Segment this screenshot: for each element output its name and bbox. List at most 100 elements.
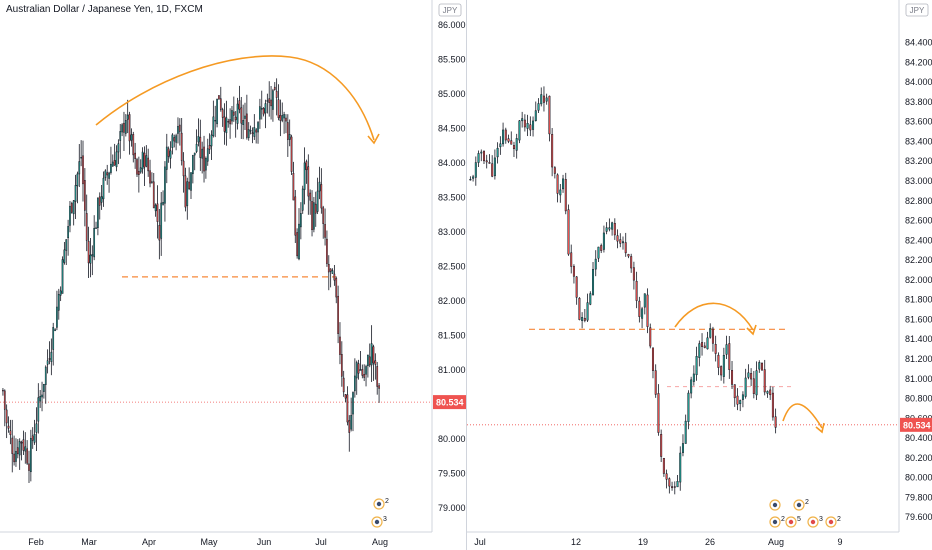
y-tick-label: 81.800 — [905, 295, 932, 305]
candle — [111, 154, 114, 167]
candle-body — [57, 294, 60, 311]
candle — [482, 150, 485, 164]
candle — [246, 94, 248, 140]
candle — [240, 96, 243, 139]
candle-body — [496, 147, 499, 158]
candle-body — [143, 152, 146, 168]
candle — [110, 146, 112, 175]
candle-body — [9, 430, 12, 436]
candle-body — [264, 103, 267, 114]
candle — [589, 291, 592, 306]
candle-body — [164, 166, 166, 204]
candle-body — [76, 173, 79, 187]
candle — [121, 123, 123, 137]
candle — [758, 360, 761, 373]
event-marker[interactable]: 2 — [793, 499, 809, 511]
candle-body — [643, 293, 646, 308]
candle — [354, 358, 356, 398]
y-tick-label: 79.000 — [438, 503, 466, 513]
candle-body — [354, 375, 356, 392]
right-chart-svg[interactable]: JPY79.60079.80080.00080.20080.40080.6008… — [467, 0, 932, 550]
candle-body — [504, 129, 507, 141]
event-marker[interactable]: 5 — [785, 516, 801, 528]
candle-body — [357, 363, 360, 374]
chart-title: Australian Dollar / Japanese Yen, 1D, FX… — [6, 4, 203, 15]
candle — [11, 419, 14, 473]
candle-body — [22, 439, 25, 451]
candle — [578, 297, 581, 321]
y-tick-label: 83.200 — [905, 156, 932, 166]
candle — [95, 221, 97, 229]
x-tick-label: Jun — [257, 537, 272, 547]
candle — [378, 382, 380, 403]
event-icon-dot — [376, 501, 382, 507]
candle-body — [7, 425, 10, 429]
candle — [314, 191, 317, 227]
candle-body — [755, 370, 758, 396]
y-tick-label: 81.200 — [905, 354, 932, 364]
event-icon-dot — [374, 519, 380, 525]
event-marker[interactable] — [769, 499, 781, 511]
candle — [162, 190, 164, 206]
candle-body — [277, 99, 280, 118]
candle-body — [333, 273, 336, 281]
y-tick-label: 82.600 — [905, 216, 932, 226]
candle-body — [173, 137, 176, 142]
candle-body — [80, 156, 82, 159]
candle-body — [195, 143, 198, 152]
event-badge-count: 2 — [805, 499, 809, 506]
candle — [512, 141, 515, 157]
right-chart-panel[interactable]: JPY79.60079.80080.00080.20080.40080.6008… — [466, 0, 932, 550]
candle-body — [608, 227, 611, 230]
candle-body — [160, 202, 163, 239]
candle-body — [739, 400, 742, 405]
event-marker[interactable]: 3 — [807, 516, 823, 528]
x-tick-label: 9 — [837, 537, 842, 547]
event-marker[interactable]: 2 — [373, 498, 389, 510]
candle-body — [638, 300, 641, 317]
left-chart-svg[interactable]: JPY79.00079.50080.00080.50081.00081.5008… — [0, 0, 466, 550]
candle-body — [227, 121, 230, 123]
candle-body — [344, 394, 347, 399]
candle — [69, 200, 71, 233]
candle — [219, 86, 222, 112]
candle-body — [147, 157, 150, 172]
candle-body — [313, 202, 315, 230]
event-marker[interactable]: 2 — [769, 516, 785, 528]
event-marker[interactable]: 2 — [825, 516, 841, 528]
candle-body — [548, 95, 551, 135]
candle-body — [510, 140, 513, 145]
left-chart-panel[interactable]: Australian Dollar / Japanese Yen, 1D, FX… — [0, 0, 466, 550]
candle — [766, 390, 769, 398]
candle — [171, 133, 174, 155]
event-marker[interactable]: 3 — [371, 516, 387, 528]
event-icon-dot — [828, 519, 834, 525]
candle — [251, 127, 254, 144]
candle — [85, 194, 88, 252]
candle-body — [728, 343, 731, 370]
candle — [227, 118, 230, 128]
candle-body — [692, 373, 695, 382]
candle — [586, 293, 589, 323]
candle-body — [56, 306, 58, 328]
candle-body — [232, 111, 235, 116]
candle — [346, 386, 349, 426]
candle-body — [46, 360, 49, 365]
candle — [671, 481, 674, 491]
candle-body — [307, 166, 310, 197]
candle — [744, 368, 747, 399]
candle-body — [627, 254, 630, 257]
candle — [337, 285, 339, 344]
y-tick-label: 81.600 — [905, 314, 932, 324]
y-tick-label: 81.500 — [438, 331, 466, 341]
candle-body — [534, 110, 537, 121]
candle-body — [714, 344, 717, 354]
candle-body — [567, 209, 570, 255]
candle-body — [193, 152, 196, 156]
candle-body — [281, 115, 284, 121]
candle-body — [668, 478, 671, 487]
candle — [13, 435, 15, 466]
candle-body — [52, 327, 55, 350]
candle-body — [681, 443, 684, 453]
candle-body — [85, 213, 88, 241]
